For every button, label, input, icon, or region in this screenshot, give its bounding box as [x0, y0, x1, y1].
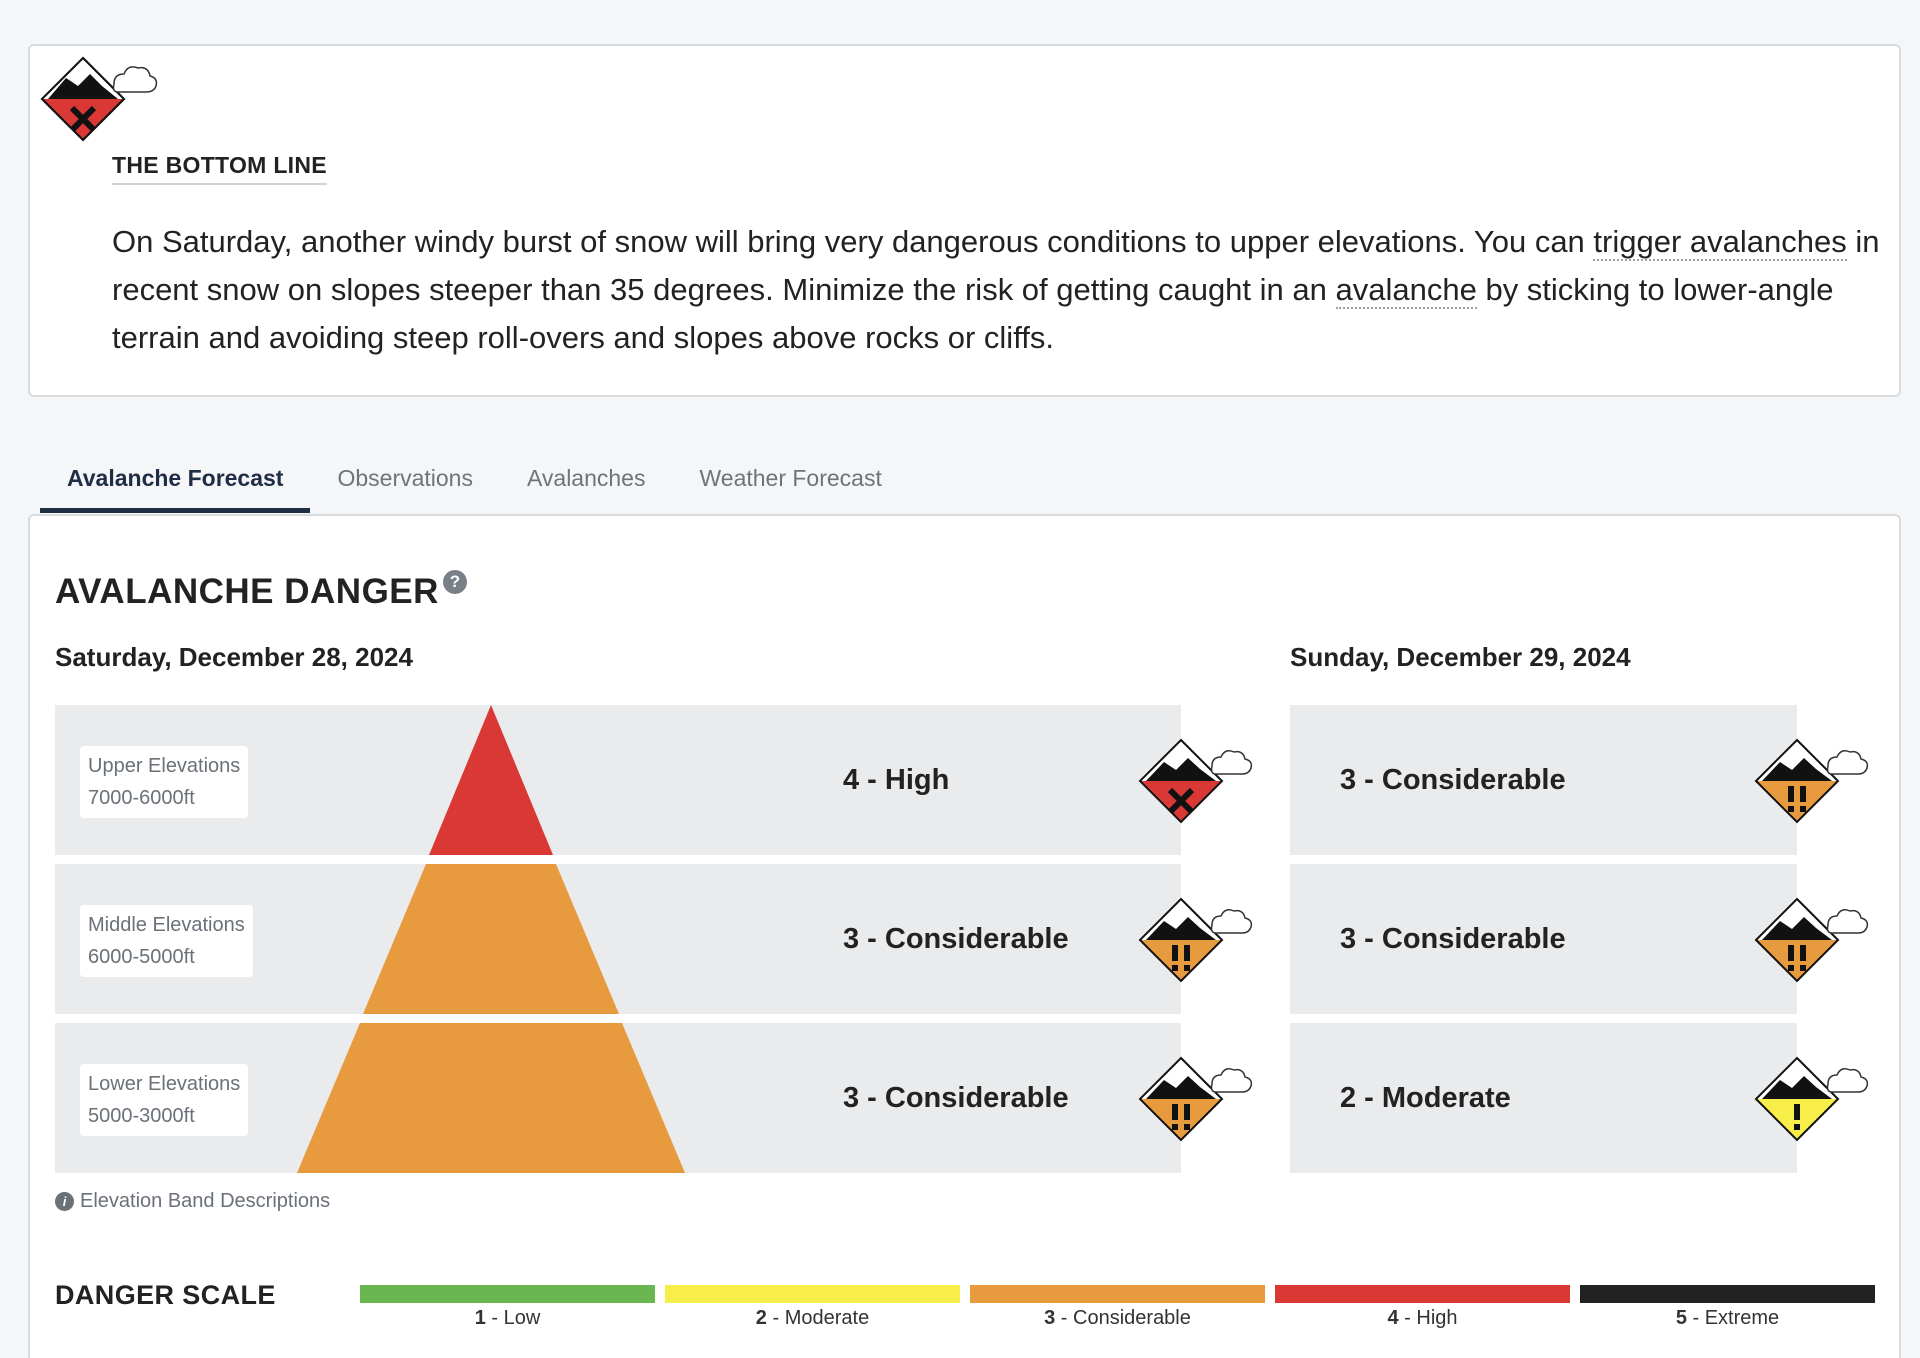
elevation-label-upper: Upper Elevations 7000-6000ft [80, 746, 249, 818]
danger-moderate-icon [1754, 1056, 1869, 1142]
scale-label-moderate: 2 - Moderate [755, 1307, 870, 1329]
rating-middle-saturday: 3 - Considerable [843, 923, 1069, 955]
pyramid-lower [297, 1023, 685, 1173]
avalanche-danger-title: AVALANCHE DANGER [55, 572, 439, 611]
danger-considerable-icon [1138, 897, 1253, 983]
scale-label-considerable: 3 - Considerable [1044, 1307, 1191, 1329]
danger-considerable-icon [1138, 1056, 1253, 1142]
info-icon: i [55, 1192, 74, 1211]
rating-lower-saturday: 3 - Considerable [843, 1082, 1069, 1114]
elevation-label-middle: Middle Elevations 6000-5000ft [80, 905, 253, 977]
glossary-link-avalanche[interactable]: avalanche [1335, 272, 1477, 309]
band-upper-sunday [1290, 705, 1797, 855]
pyramid-middle [363, 864, 619, 1014]
danger-considerable-icon [1754, 738, 1869, 824]
bottom-line-card: THE BOTTOM LINE On Saturday, another win… [28, 44, 1901, 397]
danger-high-icon [40, 56, 158, 142]
danger-high-icon [1138, 738, 1253, 824]
danger-considerable-icon [1754, 897, 1869, 983]
scale-label-low: 1 - Low [474, 1307, 541, 1329]
danger-pyramid [297, 705, 685, 1173]
scale-bar-high [1275, 1285, 1570, 1303]
band-lower-sunday [1290, 1023, 1797, 1173]
bottom-line-text: On Saturday, another windy burst of snow… [112, 224, 1880, 355]
scale-label-extreme: 5 - Extreme [1675, 1307, 1780, 1329]
rating-lower-sunday: 2 - Moderate [1340, 1082, 1511, 1114]
rating-upper-sunday: 3 - Considerable [1340, 764, 1566, 796]
day-title-sunday: Sunday, December 29, 2024 [1290, 642, 1631, 672]
danger-scale-title: DANGER SCALE [55, 1280, 276, 1310]
day-title-saturday: Saturday, December 28, 2024 [55, 642, 413, 672]
elevation-label-lower: Lower Elevations 5000-3000ft [80, 1064, 249, 1136]
rating-middle-sunday: 3 - Considerable [1340, 923, 1566, 955]
tab-weather-forecast[interactable]: Weather Forecast [699, 465, 882, 491]
scale-bar-moderate [665, 1285, 960, 1303]
glossary-link-trigger-avalanches[interactable]: trigger avalanches [1593, 224, 1847, 261]
tab-observations[interactable]: Observations [337, 465, 473, 491]
pyramid-upper [429, 705, 553, 855]
rating-upper-saturday: 4 - High [843, 764, 950, 796]
help-icon[interactable]: ? [443, 570, 467, 594]
scale-label-high: 4 - High [1387, 1307, 1458, 1329]
elevation-band-descriptions-link[interactable]: i Elevation Band Descriptions [55, 1190, 330, 1213]
tab-avalanches[interactable]: Avalanches [526, 465, 646, 491]
scale-bar-low [360, 1285, 655, 1303]
band-middle-sunday [1290, 864, 1797, 1014]
scale-bar-considerable [970, 1285, 1265, 1303]
forecast-tabs: Avalanche Forecast Observations Avalanch… [40, 455, 909, 515]
scale-bar-extreme [1580, 1285, 1875, 1303]
bottom-line-heading: THE BOTTOM LINE [112, 152, 327, 185]
tab-avalanche-forecast[interactable]: Avalanche Forecast [40, 455, 311, 513]
